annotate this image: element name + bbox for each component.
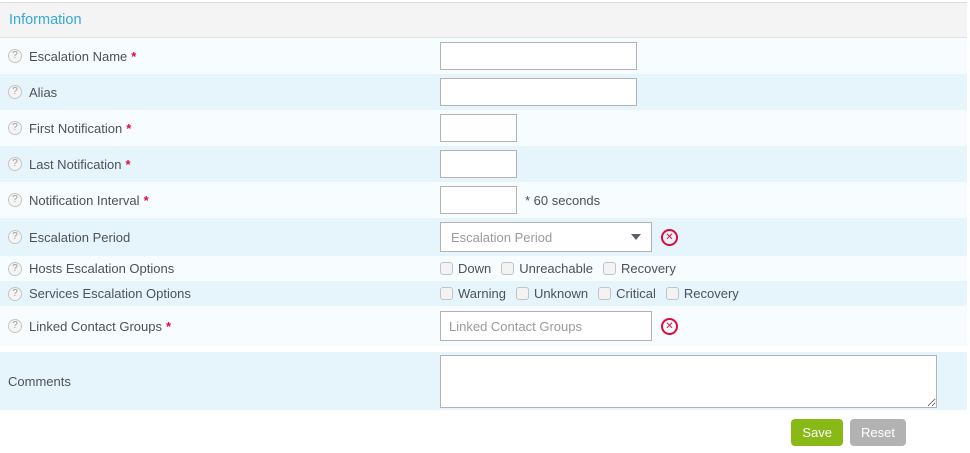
label-cell: ? Hosts Escalation Options bbox=[8, 261, 440, 276]
field-label: Alias bbox=[29, 84, 58, 100]
checkbox-icon[interactable] bbox=[440, 262, 453, 275]
label-cell: ? Notification Interval * bbox=[8, 193, 440, 208]
checkbox-label: Unreachable bbox=[519, 261, 593, 276]
row-escalation-name: ? Escalation Name * bbox=[0, 38, 967, 74]
checkbox-icon[interactable] bbox=[665, 287, 679, 300]
checkbox-unreachable[interactable]: Unreachable bbox=[501, 261, 593, 276]
required-marker: * bbox=[125, 156, 131, 172]
first-notification-input[interactable] bbox=[440, 114, 517, 142]
label-cell: ? Escalation Period bbox=[8, 230, 440, 245]
label-cell: ? Linked Contact Groups * bbox=[8, 319, 440, 334]
field-label: Services Escalation Options bbox=[29, 286, 191, 301]
required-marker: * bbox=[131, 48, 137, 64]
checkbox-down[interactable]: Down bbox=[440, 261, 491, 276]
checkbox-icon[interactable] bbox=[515, 287, 529, 300]
checkbox-unknown[interactable]: Unknown bbox=[515, 286, 589, 301]
checkbox-icon[interactable] bbox=[440, 287, 453, 300]
checkbox-warning[interactable]: Warning bbox=[440, 286, 506, 301]
escalation-form-panel: Information ? Escalation Name * ? Alias … bbox=[0, 2, 967, 446]
clear-icon[interactable]: ✕ bbox=[661, 228, 678, 246]
row-services-escalation-options: ? Services Escalation Options Warning Un… bbox=[0, 281, 967, 306]
row-first-notification: ? First Notification * bbox=[0, 110, 967, 146]
notification-interval-input[interactable] bbox=[440, 186, 517, 214]
help-icon[interactable]: ? bbox=[8, 193, 22, 207]
label-cell: ? Escalation Name * bbox=[8, 49, 440, 64]
linked-contact-groups-input[interactable] bbox=[440, 311, 652, 341]
help-icon[interactable]: ? bbox=[8, 157, 22, 171]
field-label: Escalation Name bbox=[29, 48, 128, 64]
help-icon[interactable]: ? bbox=[8, 49, 22, 63]
checkbox-icon[interactable] bbox=[598, 287, 612, 300]
row-alias: ? Alias bbox=[0, 74, 967, 110]
row-hosts-escalation-options: ? Hosts Escalation Options Down Unreacha… bbox=[0, 256, 967, 281]
label-cell: ? Alias bbox=[8, 85, 440, 100]
interval-unit-hint: * 60 seconds bbox=[525, 192, 601, 208]
checkbox-label: Warning bbox=[458, 286, 506, 301]
checkbox-label: Unknown bbox=[533, 286, 589, 301]
chevron-down-icon bbox=[631, 234, 641, 240]
help-icon[interactable]: ? bbox=[8, 121, 22, 135]
checkbox-label: Recovery bbox=[620, 261, 676, 276]
row-last-notification: ? Last Notification * bbox=[0, 146, 967, 182]
field-label: Hosts Escalation Options bbox=[29, 261, 175, 276]
help-icon[interactable]: ? bbox=[8, 230, 22, 244]
checkbox-label: Critical bbox=[616, 286, 656, 301]
section-header: Information bbox=[0, 2, 967, 38]
row-notification-interval: ? Notification Interval * * 60 seconds bbox=[0, 182, 967, 218]
label-cell: ? First Notification * bbox=[8, 121, 440, 136]
section-title: Information bbox=[9, 12, 82, 28]
field-label: Comments bbox=[8, 373, 71, 389]
checkbox-recovery[interactable]: Recovery bbox=[602, 261, 676, 276]
field-label: Escalation Period bbox=[29, 229, 131, 245]
escalation-name-input[interactable] bbox=[440, 42, 637, 70]
help-icon[interactable]: ? bbox=[8, 319, 22, 333]
label-cell: ? Last Notification * bbox=[8, 157, 440, 172]
checkbox-label: Recovery bbox=[683, 286, 739, 301]
required-marker: * bbox=[143, 192, 149, 208]
label-cell: Comments bbox=[8, 374, 440, 389]
section-divider bbox=[0, 346, 967, 352]
save-button[interactable]: Save bbox=[791, 419, 844, 446]
field-label: Last Notification bbox=[29, 156, 122, 172]
required-marker: * bbox=[165, 318, 172, 334]
form-actions: Save Reset bbox=[0, 419, 967, 446]
field-label: Linked Contact Groups bbox=[29, 318, 162, 334]
field-label: First Notification bbox=[29, 120, 123, 136]
select-placeholder: Escalation Period bbox=[451, 229, 553, 245]
checkbox-icon[interactable] bbox=[501, 262, 515, 275]
reset-button[interactable]: Reset bbox=[850, 419, 906, 446]
required-marker: * bbox=[126, 120, 132, 136]
last-notification-input[interactable] bbox=[440, 150, 517, 178]
label-cell: ? Services Escalation Options bbox=[8, 286, 440, 301]
help-icon[interactable]: ? bbox=[8, 261, 22, 276]
field-label: Notification Interval bbox=[29, 192, 140, 208]
row-comments: Comments bbox=[0, 352, 967, 410]
checkbox-critical[interactable]: Critical bbox=[598, 286, 656, 301]
alias-input[interactable] bbox=[440, 78, 637, 106]
escalation-period-select[interactable]: Escalation Period bbox=[440, 222, 652, 252]
row-escalation-period: ? Escalation Period Escalation Period ✕ bbox=[0, 218, 967, 256]
clear-icon[interactable]: ✕ bbox=[661, 317, 678, 335]
help-icon[interactable]: ? bbox=[8, 85, 22, 99]
checkbox-icon[interactable] bbox=[602, 262, 616, 275]
checkbox-label: Down bbox=[458, 261, 492, 276]
help-icon[interactable]: ? bbox=[8, 286, 22, 301]
checkbox-recovery[interactable]: Recovery bbox=[665, 286, 739, 301]
row-linked-contact-groups: ? Linked Contact Groups * ✕ bbox=[0, 306, 967, 346]
comments-textarea[interactable] bbox=[440, 354, 937, 408]
